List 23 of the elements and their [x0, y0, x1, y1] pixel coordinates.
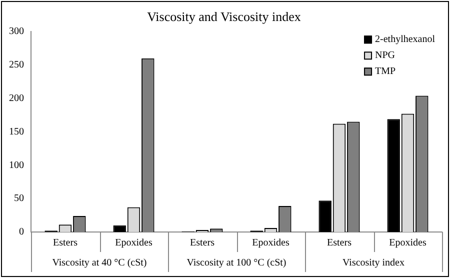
y-tick-label: 50	[14, 193, 24, 204]
legend-label: 2-ethylhexanol	[375, 34, 436, 46]
y-tick-label: 150	[9, 126, 24, 138]
legend-label: NPG	[375, 50, 396, 62]
y-tick-label: 0	[19, 226, 24, 238]
bar	[113, 225, 126, 232]
text: Viscosity at 100 °C (cSt)	[186, 258, 286, 269]
y-tick-label: 250	[9, 60, 24, 71]
x-tick-label: Epoxides	[115, 238, 152, 249]
x-tick-label: Esters	[53, 238, 78, 249]
bar	[387, 119, 400, 232]
x-tick-label: Esters	[190, 238, 215, 249]
y-tick-label: 100	[9, 160, 24, 171]
x-tick-label: Esters	[327, 238, 352, 249]
y-tick-label: 200	[9, 93, 24, 104]
chart-title: Viscosity and Viscosity index	[147, 9, 302, 24]
x-tick-label: Epoxides	[252, 238, 290, 249]
legend-label: TMP	[375, 66, 396, 78]
x-tick-label: Epoxides	[389, 238, 426, 249]
text: Viscosity index	[342, 258, 404, 269]
bar	[318, 200, 332, 232]
text: Viscosity at 40 °C (cSt)	[52, 258, 147, 269]
y-tick-label: 300	[9, 26, 24, 38]
